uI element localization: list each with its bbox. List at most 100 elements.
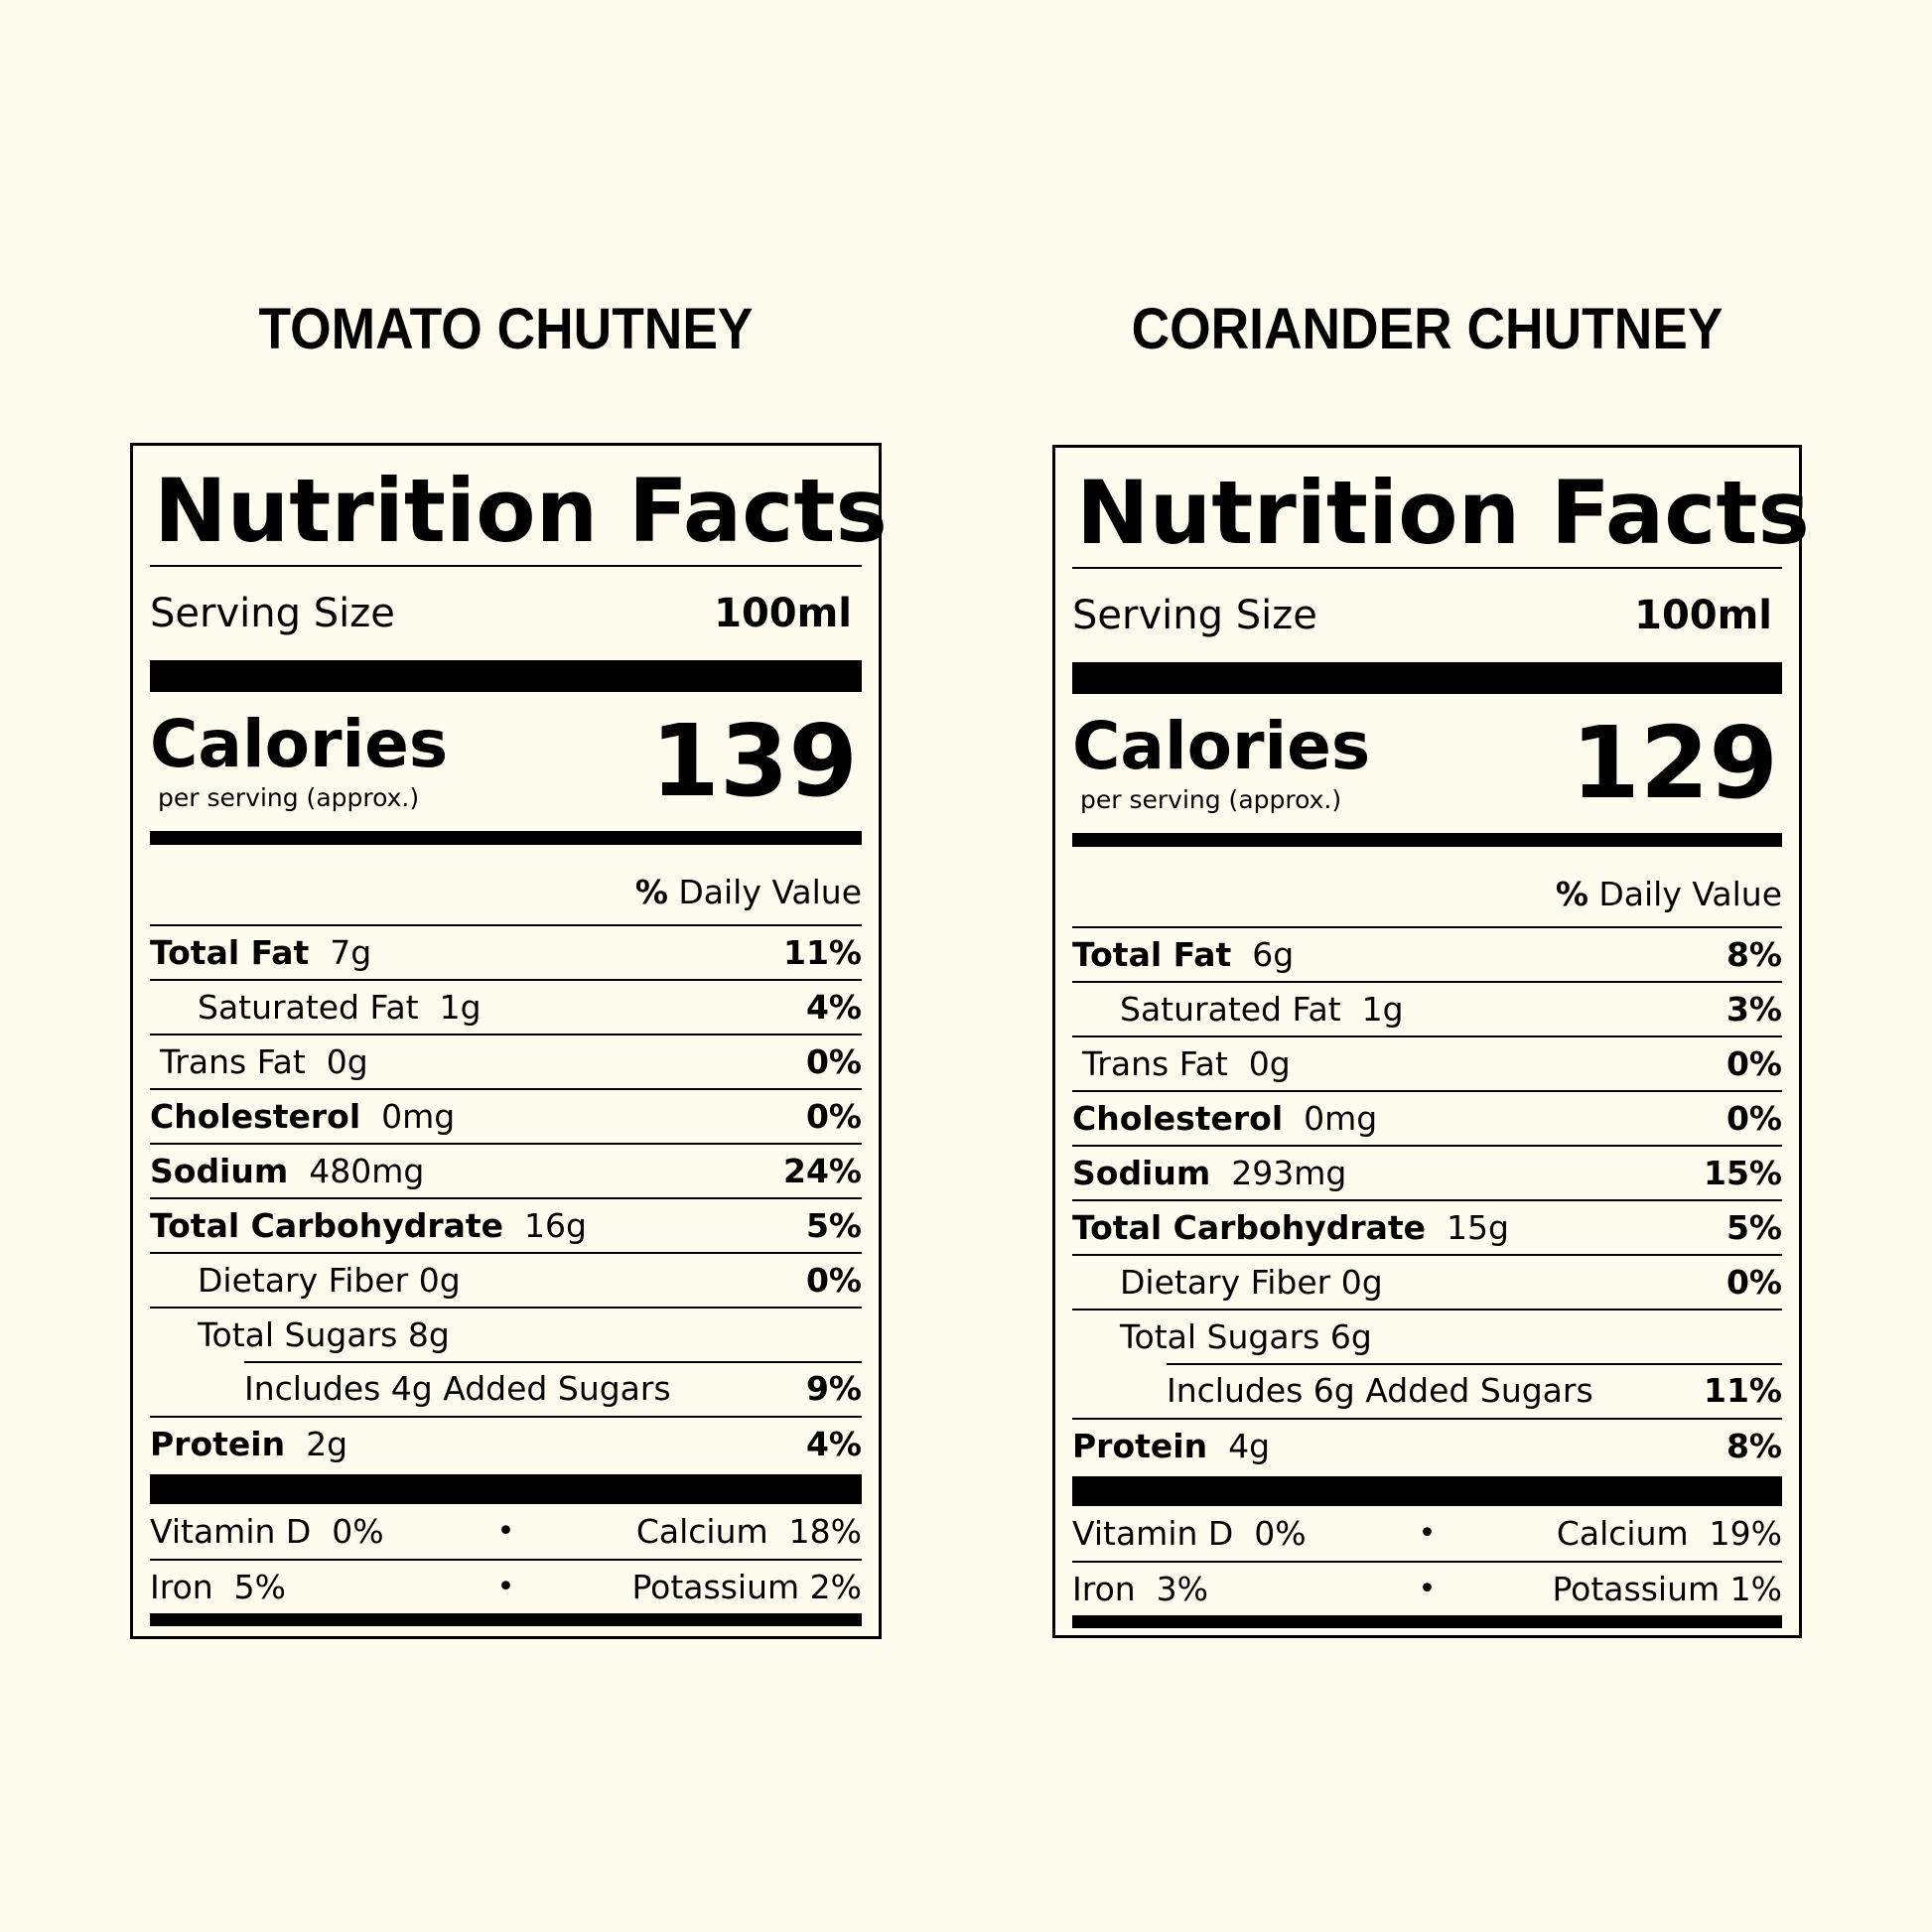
row-cholesterol: Cholesterol 0mg 0% [1072, 1090, 1782, 1145]
nutrient-name: Total Carbohydrate [1072, 1208, 1427, 1247]
nutrient-name: Trans Fat [1082, 1044, 1228, 1083]
nutrient-name: Includes 4g Added Sugars [244, 1369, 671, 1408]
product-title-tomato: TOMATO CHUTNEY [258, 297, 754, 361]
nutrient-percent: 0% [1725, 1263, 1782, 1302]
nutrient-amount: 2g [306, 1425, 348, 1463]
row-added-sugars: Includes 4g Added Sugars 9% [150, 1361, 862, 1416]
row-dietary-fiber: Dietary Fiber 0g 0% [150, 1252, 862, 1307]
nutrient-name: Dietary Fiber [1120, 1263, 1331, 1302]
nutrient-percent: 15% [1704, 1154, 1782, 1192]
row-dietary-fiber: Dietary Fiber 0g 0% [1072, 1254, 1782, 1309]
mineral-name: Vitamin D [150, 1512, 312, 1551]
row-cholesterol: Cholesterol 0mg 0% [150, 1088, 862, 1143]
row-sodium: Sodium 480mg 24% [150, 1143, 862, 1197]
mineral-value: 0% [332, 1512, 384, 1551]
nutrient-name: Total Carbohydrate [150, 1206, 504, 1245]
nutrient-amount: 0mg [1304, 1099, 1378, 1138]
row-total-fat: Total Fat 6g 8% [1072, 926, 1782, 981]
nutrient-percent: 24% [783, 1152, 862, 1190]
calories-block: Calories per serving (approx.) 129 [1072, 694, 1782, 833]
row-saturated-fat: Saturated Fat 1g 3% [1072, 981, 1782, 1035]
nutrient-percent: 11% [783, 933, 862, 972]
mineral-value: 19% [1709, 1514, 1782, 1553]
row-protein: Protein 2g 4% [150, 1416, 862, 1470]
nutrient-name: Total Fat [150, 933, 310, 972]
calories-label: Calories [150, 706, 449, 782]
nutrient-percent: 8% [1725, 1427, 1782, 1465]
daily-value-header: % Daily Value [1072, 847, 1782, 926]
serving-size-row: Serving Size 100ml [150, 567, 862, 660]
calories-subtext: per serving (approx.) [1080, 785, 1342, 814]
row-vitamin-d-calcium: Vitamin D 0% • Calcium 19% [1072, 1506, 1782, 1561]
nutrient-percent: 0% [805, 1097, 862, 1136]
nutrient-name: Includes 6g Added Sugars [1167, 1371, 1593, 1410]
nutrition-label-coriander: Nutrition Facts Serving Size 100ml Calor… [1052, 445, 1810, 1638]
daily-value-percent: % [1555, 875, 1588, 913]
nutrient-amount: 0g [418, 1261, 461, 1300]
calories-label: Calories [1072, 708, 1371, 784]
bullet-separator: • [1418, 1516, 1437, 1551]
row-trans-fat: Trans Fat 0g 0% [1072, 1035, 1782, 1090]
nutrient-percent: 8% [1725, 935, 1782, 974]
nutrition-label-tomato: Nutrition Facts Serving Size 100ml Calor… [130, 443, 888, 1639]
nutrient-name: Cholesterol [150, 1097, 361, 1136]
nutrient-name: Total Fat [1072, 935, 1232, 974]
medium-divider [1072, 833, 1782, 847]
mineral-name: Potassium [631, 1568, 800, 1606]
row-total-carbohydrate: Total Carbohydrate 15g 5% [1072, 1199, 1782, 1254]
thick-divider [150, 1474, 862, 1504]
serving-size-label: Serving Size [150, 591, 395, 636]
row-iron-potassium: Iron 5% • Potassium 2% [150, 1559, 862, 1613]
row-saturated-fat: Saturated Fat 1g 4% [150, 979, 862, 1034]
calories-subtext: per serving (approx.) [158, 783, 420, 812]
row-trans-fat: Trans Fat 0g 0% [150, 1034, 862, 1088]
mineral-value: 5% [233, 1568, 287, 1606]
daily-value-text: Daily Value [1587, 875, 1782, 913]
nutrient-amount: 7g [330, 933, 372, 972]
thick-divider [1072, 662, 1782, 694]
nutrient-name: Total Sugars [198, 1315, 398, 1354]
calories-value: 139 [650, 703, 858, 819]
serving-size-value: 100ml [1634, 593, 1772, 638]
nutrient-percent: 9% [805, 1369, 862, 1408]
nutrient-percent: 0% [805, 1261, 862, 1300]
nutrient-name: Sodium [150, 1152, 289, 1190]
mineral-value: 2% [809, 1568, 862, 1606]
row-sodium: Sodium 293mg 15% [1072, 1145, 1782, 1199]
nutrition-facts-heading: Nutrition Facts [1076, 462, 1810, 564]
nutrient-name: Cholesterol [1072, 1099, 1284, 1138]
divider [150, 565, 862, 567]
nutrient-name: Saturated Fat [198, 988, 419, 1027]
nutrient-amount: 16g [524, 1206, 587, 1245]
nutrient-amount: 6g [1329, 1317, 1372, 1356]
nutrient-percent: 0% [805, 1042, 862, 1081]
row-vitamin-d-calcium: Vitamin D 0% • Calcium 18% [150, 1504, 862, 1559]
nutrient-name: Protein [150, 1425, 286, 1463]
nutrient-amount: 1g [1361, 990, 1404, 1029]
nutrient-name: Protein [1072, 1427, 1208, 1465]
mineral-value: 18% [788, 1512, 862, 1551]
nutrient-amount: 6g [1252, 935, 1295, 974]
calories-block: Calories per serving (approx.) 139 [150, 692, 862, 831]
product-title-coriander: CORIANDER CHUTNEY [1131, 297, 1724, 361]
nutrient-percent: 11% [1704, 1371, 1782, 1410]
row-protein: Protein 4g 8% [1072, 1418, 1782, 1472]
row-iron-potassium: Iron 3% • Potassium 1% [1072, 1561, 1782, 1615]
row-total-sugars: Total Sugars 6g [1072, 1309, 1782, 1363]
serving-size-row: Serving Size 100ml [1072, 569, 1782, 662]
nutrient-amount: 0g [1248, 1044, 1291, 1083]
nutrient-amount: 0g [326, 1042, 368, 1081]
nutrient-percent: 5% [805, 1206, 862, 1245]
mineral-name: Iron [150, 1568, 213, 1606]
thick-divider [150, 660, 862, 692]
nutrient-name: Sodium [1072, 1154, 1211, 1192]
nutrient-amount: 15g [1447, 1208, 1509, 1247]
nutrient-percent: 3% [1725, 990, 1782, 1029]
nutrient-amount: 480mg [309, 1152, 425, 1190]
daily-value-header: % Daily Value [150, 845, 862, 924]
row-total-fat: Total Fat 7g 11% [150, 924, 862, 979]
nutrient-amount: 0g [1340, 1263, 1383, 1302]
bottom-divider [1072, 1615, 1782, 1628]
mineral-name: Iron [1072, 1570, 1136, 1608]
nutrient-percent: 0% [1725, 1044, 1782, 1083]
